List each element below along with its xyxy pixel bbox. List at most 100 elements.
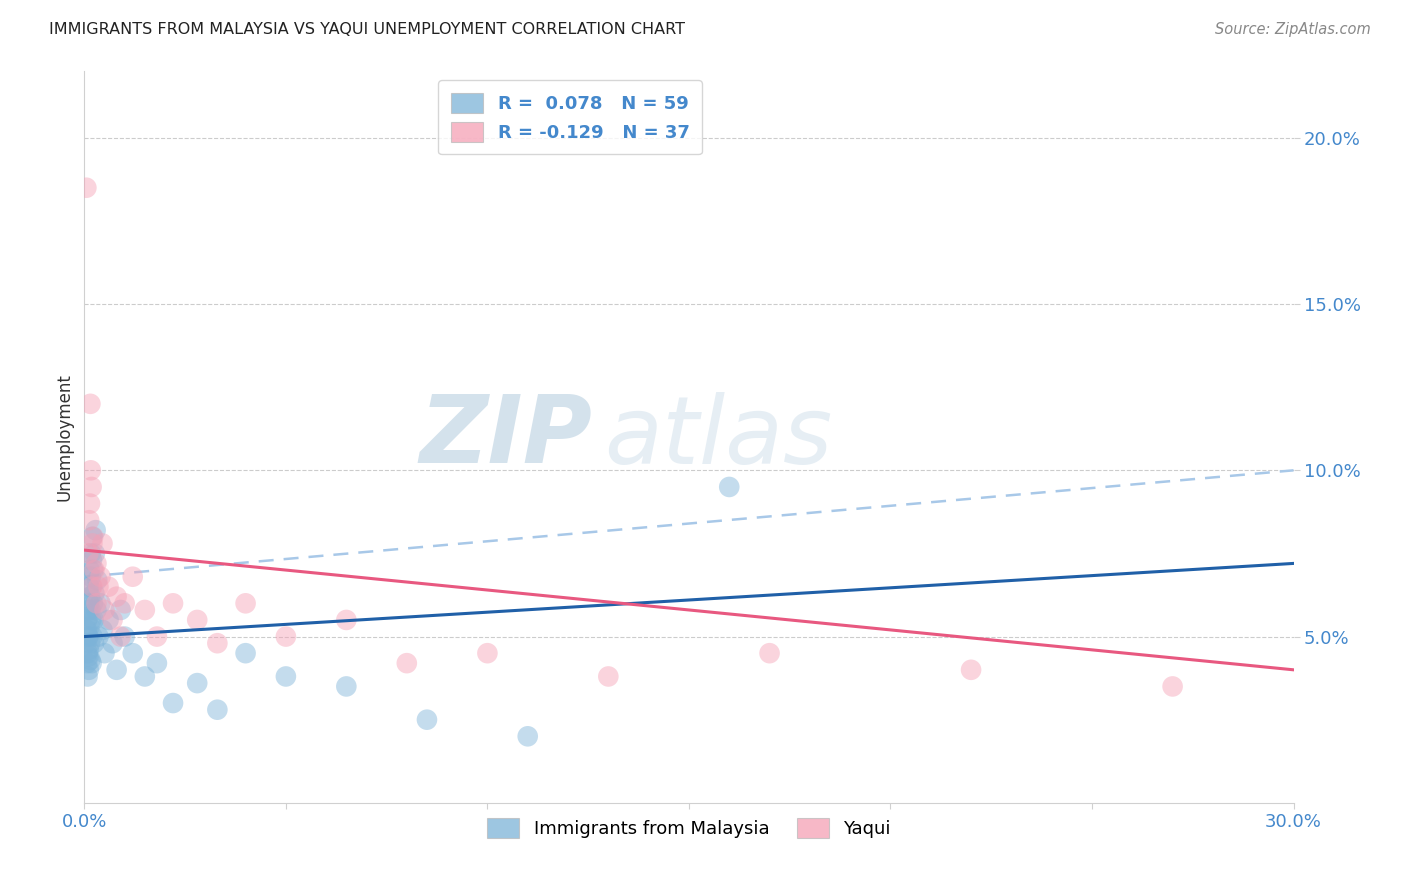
Point: [77, 649, 100, 664]
Point: [335, 613, 357, 627]
Point: [110, 603, 132, 617]
Point: [101, 613, 124, 627]
Point: [82, 580, 104, 594]
Point: [82, 596, 104, 610]
Point: [77, 603, 100, 617]
Point: [87, 630, 110, 644]
Point: [134, 669, 156, 683]
Legend: Immigrants from Malaysia, Yaqui: Immigrants from Malaysia, Yaqui: [479, 811, 898, 845]
Text: IMMIGRANTS FROM MALAYSIA VS YAQUI UNEMPLOYMENT CORRELATION CHART: IMMIGRANTS FROM MALAYSIA VS YAQUI UNEMPL…: [49, 22, 685, 37]
Point: [86, 557, 108, 571]
Point: [87, 580, 110, 594]
Y-axis label: Unemployment: Unemployment: [55, 373, 73, 501]
Point: [162, 596, 184, 610]
Point: [76, 646, 98, 660]
Point: [86, 596, 108, 610]
Point: [97, 580, 120, 594]
Point: [105, 590, 128, 604]
Point: [83, 636, 105, 650]
Point: [134, 603, 156, 617]
Point: [105, 663, 128, 677]
Point: [79, 653, 101, 667]
Point: [80, 580, 103, 594]
Point: [77, 596, 100, 610]
Point: [77, 609, 100, 624]
Point: [82, 536, 104, 550]
Point: [77, 643, 100, 657]
Point: [110, 630, 132, 644]
Point: [416, 713, 439, 727]
Point: [77, 513, 100, 527]
Point: [80, 570, 103, 584]
Point: [80, 613, 103, 627]
Point: [274, 669, 297, 683]
Point: [121, 570, 143, 584]
Text: Source: ZipAtlas.com: Source: ZipAtlas.com: [1215, 22, 1371, 37]
Point: [89, 570, 111, 584]
Point: [162, 696, 184, 710]
Point: [235, 646, 257, 660]
Point: [207, 703, 229, 717]
Point: [93, 646, 115, 660]
Point: [79, 397, 101, 411]
Point: [77, 663, 100, 677]
Point: [91, 536, 114, 550]
Point: [186, 613, 208, 627]
Point: [79, 590, 101, 604]
Point: [76, 669, 98, 683]
Point: [207, 636, 229, 650]
Point: [83, 613, 105, 627]
Point: [77, 546, 100, 560]
Point: [80, 553, 103, 567]
Point: [82, 563, 104, 577]
Point: [79, 497, 101, 511]
Point: [101, 636, 124, 650]
Point: [91, 623, 114, 637]
Point: [758, 646, 780, 660]
Point: [82, 630, 104, 644]
Point: [477, 646, 499, 660]
Point: [1161, 680, 1184, 694]
Point: [80, 463, 103, 477]
Point: [82, 530, 104, 544]
Point: [114, 630, 136, 644]
Point: [89, 596, 111, 610]
Point: [79, 563, 101, 577]
Point: [395, 656, 418, 670]
Point: [93, 603, 115, 617]
Point: [79, 636, 101, 650]
Point: [86, 573, 108, 587]
Point: [76, 623, 98, 637]
Point: [75, 636, 97, 650]
Point: [598, 669, 620, 683]
Point: [82, 530, 104, 544]
Text: atlas: atlas: [605, 392, 832, 483]
Point: [77, 630, 100, 644]
Point: [335, 680, 357, 694]
Point: [146, 656, 169, 670]
Point: [960, 663, 983, 677]
Point: [83, 586, 105, 600]
Point: [516, 729, 538, 743]
Text: ZIP: ZIP: [419, 391, 592, 483]
Point: [146, 630, 169, 644]
Point: [80, 656, 103, 670]
Point: [114, 596, 136, 610]
Point: [76, 656, 98, 670]
Point: [235, 596, 257, 610]
Point: [83, 546, 105, 560]
Point: [121, 646, 143, 660]
Point: [79, 619, 101, 633]
Point: [718, 480, 741, 494]
Point: [83, 563, 105, 577]
Point: [80, 546, 103, 560]
Point: [80, 480, 103, 494]
Point: [186, 676, 208, 690]
Point: [79, 603, 101, 617]
Point: [84, 523, 107, 537]
Point: [86, 603, 108, 617]
Point: [77, 580, 100, 594]
Point: [75, 180, 97, 194]
Point: [97, 613, 120, 627]
Point: [77, 630, 100, 644]
